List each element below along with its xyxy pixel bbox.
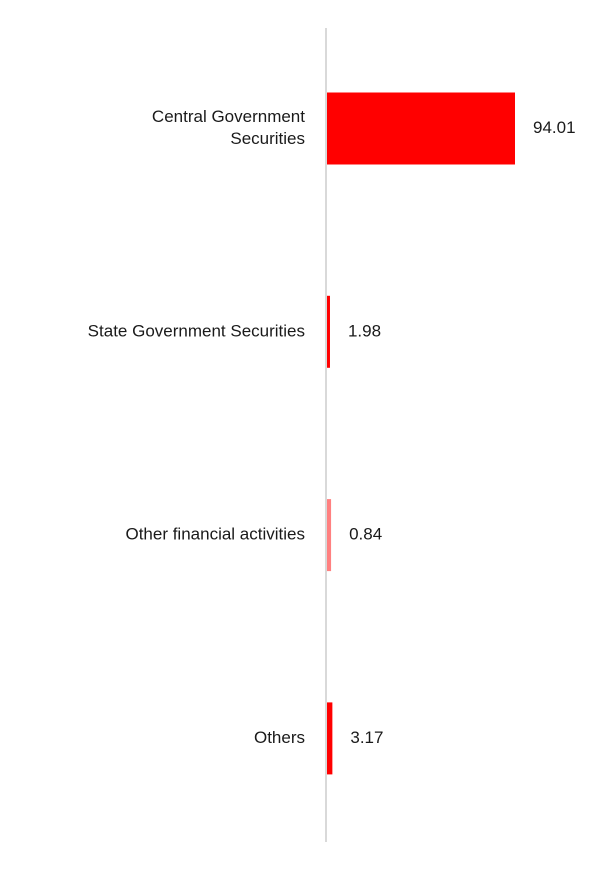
category-label-1-line-0: State Government Securities bbox=[88, 321, 305, 340]
category-label-0-line-0: Central Government bbox=[152, 107, 305, 126]
value-label-1: 1.98 bbox=[348, 321, 381, 340]
bar-3 bbox=[326, 702, 333, 775]
category-label-0-line-1: Securities bbox=[230, 129, 305, 148]
bars-layer bbox=[326, 92, 515, 775]
labels-layer: 94.01 Central Government Securities 1.98 Sta… bbox=[88, 107, 576, 747]
value-label-3: 3.17 bbox=[350, 728, 383, 747]
category-label-3-line-0: Others bbox=[254, 728, 305, 747]
bar-2 bbox=[326, 499, 332, 572]
value-label-0: 94.01 bbox=[533, 118, 576, 137]
category-label-2-line-0: Other financial activities bbox=[125, 525, 305, 544]
bar-0 bbox=[326, 92, 515, 165]
bar-1 bbox=[326, 295, 330, 368]
value-label-2: 0.84 bbox=[349, 525, 382, 544]
